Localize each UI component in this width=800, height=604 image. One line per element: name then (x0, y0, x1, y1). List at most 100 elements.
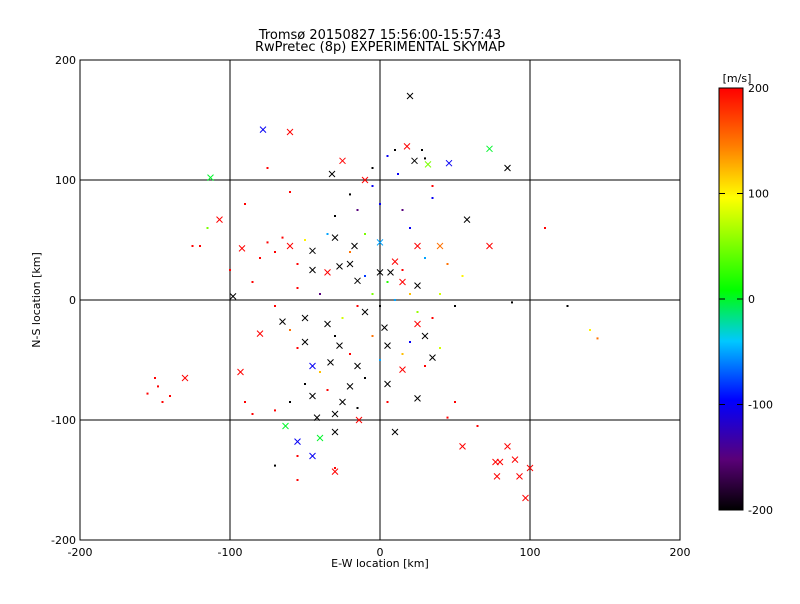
point-dot-128 (401, 209, 404, 211)
point-dot-155 (349, 353, 351, 355)
point-dot-108 (421, 149, 423, 151)
point-dot-90 (296, 347, 299, 349)
point-dot-144 (296, 287, 299, 289)
point-cross-7 (504, 164, 511, 172)
colorbar-tick-label: -100 (748, 399, 773, 412)
colorbar-tick-label: 200 (748, 82, 769, 95)
point-cross-68 (459, 443, 466, 450)
point-cross-34 (229, 293, 237, 300)
point-dot-151 (401, 269, 404, 271)
point-cross-51 (237, 368, 244, 376)
point-cross-75 (516, 473, 523, 480)
point-cross-13 (216, 216, 223, 223)
point-cross-5 (207, 174, 214, 181)
x-tick-label: 200 (670, 546, 691, 559)
point-cross-11 (424, 161, 432, 168)
point-dot-106 (274, 464, 276, 467)
point-dot-164 (439, 347, 441, 349)
colorbar-tick-label: 100 (748, 188, 769, 201)
point-cross-60 (355, 416, 363, 424)
point-dot-146 (394, 299, 396, 301)
point-cross-32 (399, 278, 406, 286)
point-dot-93 (251, 413, 254, 415)
point-dot-137 (439, 293, 441, 295)
point-cross-35 (301, 314, 309, 322)
point-cross-33 (414, 282, 421, 289)
point-dot-96 (589, 329, 591, 331)
x-axis-label: E-W location [km] (331, 557, 429, 570)
y-axis-ticks: -200 -100 0 100 200 (51, 54, 680, 547)
point-dot-119 (244, 203, 246, 205)
point-cross-63 (316, 434, 324, 442)
point-dot-95 (566, 305, 569, 307)
point-cross-15 (238, 245, 246, 252)
point-cross-41 (256, 330, 264, 337)
point-dot-107 (431, 185, 434, 187)
point-dot-156 (379, 359, 381, 361)
point-dot-127 (379, 203, 381, 205)
point-dot-113 (397, 173, 399, 175)
point-dot-110 (394, 149, 396, 151)
point-dot-87 (274, 251, 276, 253)
point-cross-39 (414, 320, 421, 328)
point-dot-102 (476, 425, 479, 427)
point-dot-78 (191, 245, 194, 247)
point-dot-117 (289, 191, 291, 193)
point-cross-24 (336, 263, 343, 270)
point-cross-53 (346, 383, 354, 390)
point-dot-89 (296, 263, 299, 265)
point-cross-8 (339, 157, 346, 165)
x-tick-label: -200 (68, 546, 93, 559)
point-dot-139 (431, 317, 434, 319)
point-dot-109 (424, 157, 426, 160)
point-cross-6 (328, 170, 336, 178)
point-dot-84 (169, 395, 171, 397)
point-dot-158 (424, 365, 426, 367)
point-dot-160 (386, 401, 389, 403)
point-dot-98 (544, 227, 546, 229)
point-dot-161 (356, 407, 359, 409)
point-dot-154 (334, 335, 336, 337)
point-dot-125 (334, 215, 336, 217)
point-cross-14 (463, 216, 471, 223)
point-dot-99 (511, 301, 513, 304)
y-tick-label: 200 (55, 54, 76, 67)
colorbar-tick-label: 0 (748, 293, 755, 306)
point-cross-46 (309, 362, 316, 370)
point-dot-105 (334, 467, 336, 469)
point-cross-12 (411, 157, 418, 165)
point-cross-56 (339, 398, 346, 406)
point-cross-71 (492, 458, 499, 466)
point-dot-149 (379, 305, 381, 307)
point-dot-159 (364, 377, 366, 379)
point-dot-114 (371, 185, 374, 187)
point-dot-121 (251, 281, 254, 283)
point-cross-74 (493, 473, 501, 480)
y-tick-label: -200 (51, 534, 76, 547)
point-cross-59 (331, 410, 339, 418)
point-cross-26 (391, 258, 399, 265)
point-cross-52 (181, 374, 189, 382)
point-cross-76 (522, 494, 529, 502)
point-cross-72 (511, 456, 519, 463)
point-dot-115 (431, 197, 434, 199)
point-dot-82 (146, 392, 149, 395)
point-cross-36 (324, 320, 331, 328)
point-dot-100 (454, 401, 456, 403)
chart-subtitle: RwPretec (8p) EXPERIMENTAL SKYMAP (255, 40, 505, 55)
point-dot-153 (416, 311, 419, 313)
point-cross-29 (376, 269, 384, 276)
point-cross-61 (282, 422, 289, 430)
point-dot-141 (371, 335, 374, 337)
point-dot-83 (161, 401, 164, 403)
point-cross-67 (391, 428, 399, 436)
point-dot-129 (409, 227, 411, 229)
point-dot-104 (296, 479, 299, 481)
point-dot-85 (259, 257, 261, 259)
point-dot-92 (274, 409, 276, 412)
point-cross-9 (361, 176, 369, 184)
point-dot-111 (386, 155, 389, 157)
x-tick-label: -100 (218, 546, 243, 559)
point-cross-45 (421, 332, 429, 340)
